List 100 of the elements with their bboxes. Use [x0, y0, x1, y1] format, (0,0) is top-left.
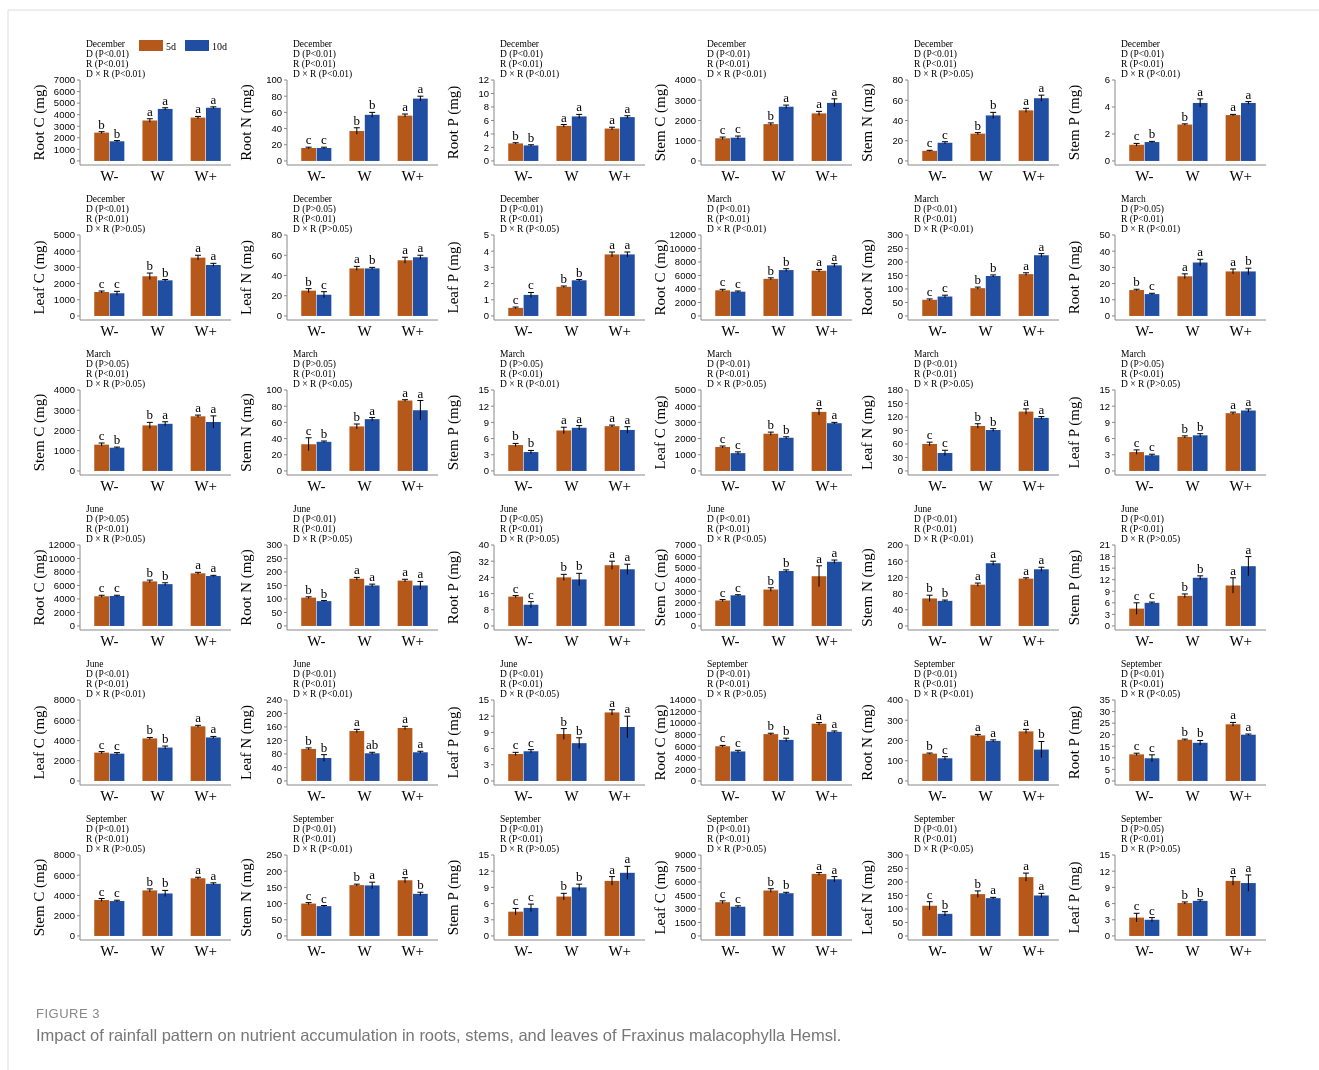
x-tick-label: W: [150, 943, 166, 959]
data-label: b: [941, 896, 949, 912]
y-tick-label: 4000: [674, 283, 696, 295]
y-tick-label: 200: [266, 707, 282, 719]
text: D × R (P>0.05): [293, 534, 353, 545]
y-tick-label: 180: [887, 384, 903, 396]
bar: [937, 142, 953, 161]
data-label: b: [161, 264, 169, 280]
y-tick-label: 40: [1099, 245, 1110, 257]
data-label: a: [1023, 714, 1030, 730]
bar: [715, 746, 730, 781]
bar: [109, 141, 125, 161]
text: D (P<0.01): [293, 669, 336, 680]
text: R (P<0.01): [707, 834, 750, 845]
y-tick-label: 12: [478, 400, 489, 412]
bar: [508, 445, 523, 471]
bar: [508, 307, 523, 316]
y-axis-title: Leaf N (mg): [238, 705, 255, 780]
y-axis-title: Root C (mg): [652, 239, 669, 316]
bar: [301, 748, 316, 781]
bar: [157, 108, 173, 161]
bar: [523, 604, 539, 626]
data-label: c: [1149, 587, 1156, 603]
x-tick-label: W+: [1022, 788, 1046, 804]
data-label: c: [942, 126, 949, 142]
y-tick-label: 3: [483, 759, 489, 771]
x-tick-label: W+: [1229, 633, 1253, 649]
x-tick-label: W: [771, 323, 787, 339]
bar: [827, 102, 842, 161]
bar: [364, 268, 380, 316]
text: FIGURE 3: [36, 1006, 100, 1021]
y-tick-label: 0: [897, 620, 903, 632]
bar: [157, 747, 173, 781]
y-tick-label: 1000: [674, 608, 696, 620]
y-axis-title: Stem N (mg): [238, 858, 255, 937]
y-tick-label: 0: [483, 465, 489, 477]
text: June: [914, 504, 932, 514]
bar: [94, 444, 109, 471]
y-tick-label: 2000: [53, 606, 75, 618]
data-label: a: [1197, 83, 1204, 99]
bar: [349, 131, 365, 161]
bar: [1192, 435, 1208, 471]
x-tick-label: W-: [928, 943, 947, 959]
bar: [1018, 731, 1034, 781]
data-label: c: [926, 135, 933, 151]
bar: [985, 740, 1001, 781]
data-label: c: [735, 436, 742, 452]
data-label: a: [609, 410, 616, 426]
x-tick-label: W: [150, 478, 166, 494]
data-label: b: [941, 585, 949, 601]
y-tick-label: 3000: [53, 404, 75, 416]
data-label: a: [816, 550, 823, 566]
data-label: a: [210, 560, 217, 576]
bar: [397, 115, 413, 161]
bar: [1177, 276, 1193, 316]
y-tick-label: 2000: [674, 114, 696, 126]
bar: [620, 429, 635, 471]
y-tick-label: 2000: [674, 597, 696, 609]
bar: [922, 905, 937, 936]
y-tick-label: 0: [69, 310, 75, 322]
bar: [715, 446, 730, 471]
x-tick-label: W: [1185, 168, 1201, 184]
y-tick-label: 8000: [53, 849, 75, 861]
data-label: b: [782, 554, 790, 570]
data-label: b: [1181, 886, 1189, 902]
y-axis-title: Root C (mg): [652, 704, 669, 781]
data-label: b: [782, 253, 790, 269]
data-label: b: [353, 869, 361, 885]
data-label: a: [353, 562, 360, 578]
y-tick-label: 2000: [674, 296, 696, 308]
data-label: b: [527, 435, 535, 451]
x-tick-label: W+: [401, 633, 425, 649]
y-tick-label: 0: [69, 465, 75, 477]
bar: [206, 264, 221, 316]
y-tick-label: 7000: [53, 74, 75, 86]
y-tick-label: 0: [897, 155, 903, 167]
bar: [620, 254, 635, 316]
y-tick-label: 9: [483, 416, 489, 428]
y-tick-label: 6: [483, 742, 489, 754]
bar: [556, 734, 572, 781]
x-tick-label: W-: [721, 323, 740, 339]
data-label: b: [113, 125, 121, 141]
x-tick-label: W-: [307, 323, 326, 339]
bar: [349, 578, 365, 626]
text: December: [707, 39, 747, 49]
y-tick-label: 35: [1099, 694, 1110, 706]
data-label: a: [195, 862, 202, 878]
bar: [730, 291, 746, 316]
data-label: a: [609, 694, 616, 710]
y-tick-label: 400: [887, 694, 903, 706]
y-tick-label: 9: [1104, 585, 1110, 597]
data-label: c: [1149, 278, 1156, 294]
y-tick-label: 150: [266, 881, 282, 893]
x-tick-label: W: [1185, 478, 1201, 494]
y-axis-title: Root C (mg): [31, 84, 48, 161]
x-tick-label: W: [1185, 943, 1201, 959]
y-tick-label: 0: [1104, 155, 1110, 167]
text: D (P<0.01): [1121, 669, 1164, 680]
text: D (P<0.01): [914, 204, 957, 215]
text: December: [86, 194, 126, 204]
